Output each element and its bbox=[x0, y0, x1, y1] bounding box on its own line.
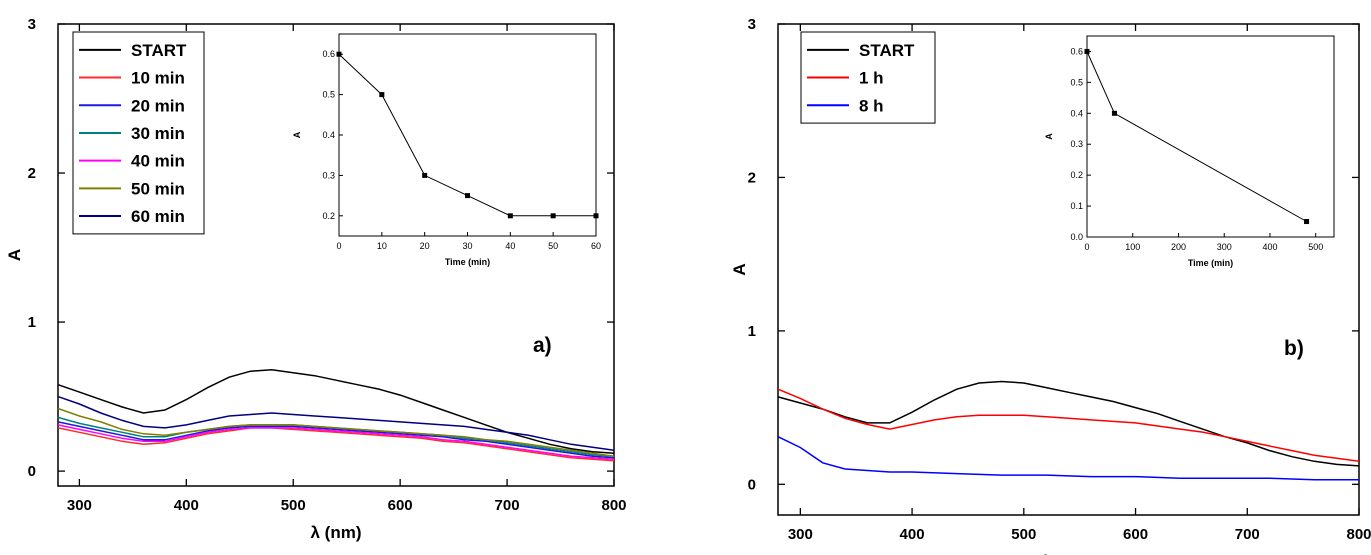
legend-label: 1 h bbox=[859, 69, 884, 88]
series-line-start bbox=[57, 369, 615, 454]
inset-x-tick-label: 100 bbox=[1125, 242, 1140, 252]
inset-data-point bbox=[379, 92, 385, 98]
x-tick-label: 600 bbox=[388, 497, 413, 514]
x-tick-label: 800 bbox=[1346, 526, 1371, 543]
inset-x-tick-label: 0 bbox=[336, 241, 341, 251]
inset-x-tick-label: 200 bbox=[1171, 242, 1186, 252]
legend-label: 40 min bbox=[131, 152, 185, 171]
inset-frame bbox=[1086, 35, 1335, 238]
legend: START 1 h 8 h bbox=[800, 31, 936, 124]
inset-x-tick-label: 0 bbox=[1084, 242, 1089, 252]
inset-frame bbox=[338, 33, 597, 237]
inset-y-axis-label: A bbox=[1044, 133, 1054, 140]
inset-y-tick-label: 0.2 bbox=[322, 211, 335, 221]
inset-y-axis-label: A bbox=[292, 131, 302, 138]
x-axis-label: λ (nm) bbox=[1043, 552, 1094, 555]
y-tick-label: 0 bbox=[748, 476, 756, 493]
inset-data-point bbox=[336, 51, 342, 57]
y-tick-label: 3 bbox=[28, 16, 36, 33]
inset-data-point bbox=[593, 213, 599, 219]
y-tick-label: 1 bbox=[748, 323, 756, 340]
x-tick-label: 300 bbox=[67, 497, 92, 514]
series-line-1-h bbox=[777, 388, 1360, 463]
inset-x-tick-label: 300 bbox=[1217, 242, 1232, 252]
inset-data-point bbox=[1084, 48, 1090, 54]
plot-frame bbox=[777, 23, 1360, 516]
inset-plot-a: 0 10 20 30 40 50 60 0.2 0.3 0.4 0.5 0.6 Time (min) A bbox=[292, 33, 601, 267]
series-line-20-min bbox=[57, 421, 615, 459]
series-line-60-min bbox=[57, 395, 615, 451]
series-line-40-min bbox=[57, 424, 615, 460]
panel-label: b) bbox=[1284, 337, 1304, 360]
series-line-8-h bbox=[777, 436, 1359, 481]
x-tick-label: 400 bbox=[174, 497, 199, 514]
x-tick-label: 400 bbox=[900, 526, 925, 543]
x-tick-label: 700 bbox=[1235, 526, 1260, 543]
inset-y-tick-label: 0.5 bbox=[1070, 77, 1083, 87]
y-tick-label: 0 bbox=[28, 463, 36, 480]
legend-label: 10 min bbox=[131, 69, 185, 88]
inset-x-tick-label: 30 bbox=[462, 241, 472, 251]
inset-y-tick-label: 0.3 bbox=[322, 170, 335, 180]
inset-data-point bbox=[422, 172, 428, 178]
x-tick-label: 300 bbox=[788, 526, 813, 543]
inset-x-axis-label: Time (min) bbox=[445, 257, 490, 267]
inset-y-tick-label: 0.2 bbox=[1070, 170, 1083, 180]
plot-frame bbox=[57, 23, 615, 487]
inset-x-tick-label: 500 bbox=[1308, 242, 1323, 252]
inset-y-tick-label: 0.3 bbox=[1070, 139, 1083, 149]
y-axis-label: A bbox=[5, 249, 24, 261]
inset-data-point bbox=[1111, 110, 1117, 116]
x-tick-label: 800 bbox=[601, 497, 626, 514]
panel-label: a) bbox=[533, 334, 552, 357]
inset-y-tick-label: 0.4 bbox=[1070, 108, 1083, 118]
inset-y-tick-label: 0.1 bbox=[1070, 201, 1083, 211]
legend-label: 8 h bbox=[859, 96, 884, 115]
legend-label: 60 min bbox=[131, 207, 185, 226]
y-tick-label: 2 bbox=[28, 165, 36, 182]
inset-data-point bbox=[507, 213, 513, 219]
x-tick-label: 600 bbox=[1123, 526, 1148, 543]
inset-x-tick-label: 40 bbox=[505, 241, 515, 251]
legend: START 10 min 20 min 30 min 40 min 50 min 60 mi… bbox=[72, 31, 205, 235]
inset-data-point bbox=[550, 213, 556, 219]
y-tick-label: 2 bbox=[748, 169, 756, 186]
inset-y-tick-label: 0.5 bbox=[322, 90, 335, 100]
x-tick-label: 500 bbox=[281, 497, 306, 514]
inset-x-tick-label: 10 bbox=[377, 241, 387, 251]
y-axis-label: A bbox=[730, 263, 749, 275]
inset-x-tick-label: 50 bbox=[548, 241, 558, 251]
legend-label: 20 min bbox=[131, 96, 185, 115]
y-tick-label: 1 bbox=[28, 314, 36, 331]
series-line-start bbox=[777, 380, 1360, 467]
series-line-10-min bbox=[57, 427, 615, 462]
inset-x-axis-label: Time (min) bbox=[1188, 258, 1233, 268]
inset-data-point bbox=[465, 193, 470, 199]
legend-label: START bbox=[131, 41, 187, 60]
inset-y-tick-label: 0.6 bbox=[322, 49, 335, 59]
legend-label: 30 min bbox=[131, 124, 185, 143]
inset-plot-b: 0 100 200 300 400 500 0.0 0.1 0.2 0.3 0.4 0.5 0.6 Tim… bbox=[1044, 35, 1335, 268]
x-tick-label: 700 bbox=[495, 497, 520, 514]
x-tick-label: 500 bbox=[1011, 526, 1036, 543]
inset-x-tick-label: 400 bbox=[1262, 242, 1277, 252]
inset-data-point bbox=[1304, 219, 1310, 225]
inset-x-tick-label: 60 bbox=[591, 241, 601, 251]
series-line-50-min bbox=[57, 407, 615, 457]
inset-y-tick-label: 0.4 bbox=[322, 130, 335, 140]
legend-label: START bbox=[859, 41, 915, 60]
x-axis-label: λ (nm) bbox=[311, 523, 362, 542]
legend-label: 50 min bbox=[131, 179, 185, 198]
inset-y-tick-label: 0.0 bbox=[1070, 232, 1083, 242]
inset-y-tick-label: 0.6 bbox=[1070, 46, 1083, 56]
y-tick-label: 3 bbox=[748, 16, 756, 33]
main-plot-b: 300 400 500 600 700 800 0 1 2 3 λ (nm) Ab) START 1 h 8… bbox=[730, 16, 1371, 555]
inset-x-tick-label: 20 bbox=[420, 241, 430, 251]
